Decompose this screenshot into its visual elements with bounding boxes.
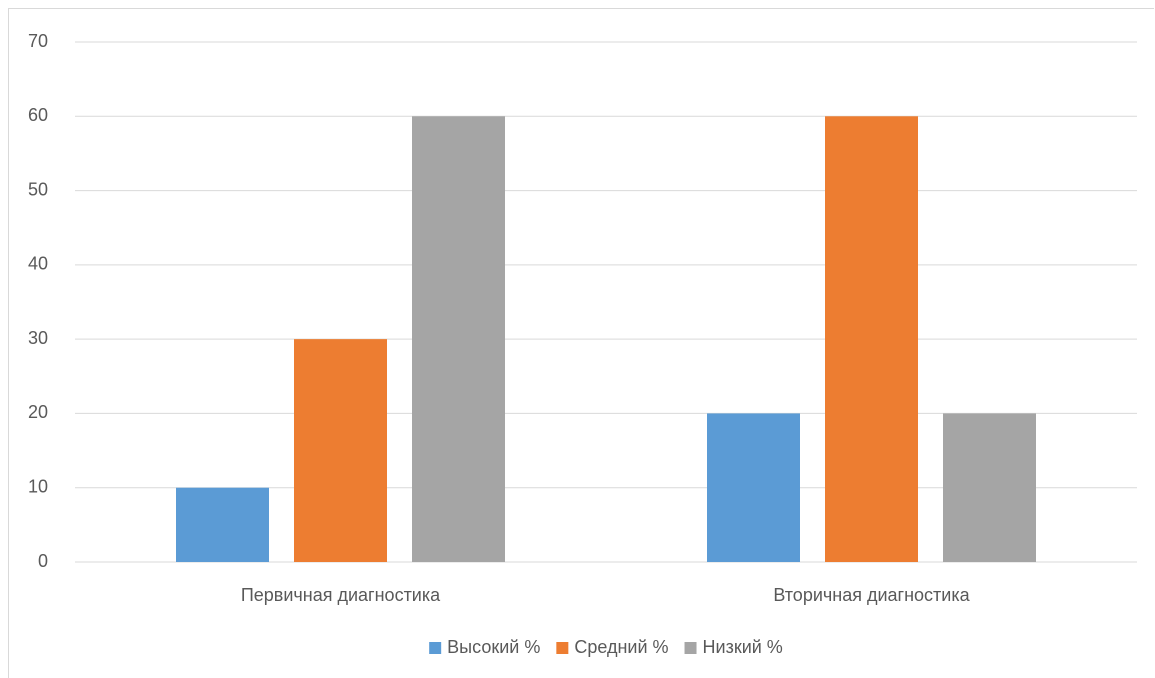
legend-label: Низкий % (703, 637, 783, 657)
x-axis-labels: Первичная диагностика Вторичная диагности… (241, 585, 971, 605)
chart-frame (8, 8, 1154, 678)
bar-2-1 (294, 339, 387, 562)
y-tick-label: 70 (28, 31, 48, 51)
bar-1-2 (707, 413, 800, 562)
legend-label: Высокий % (447, 637, 540, 657)
x-category-label: Вторичная диагностика (773, 585, 970, 605)
y-tick-label: 20 (28, 402, 48, 422)
y-tick-label: 10 (28, 476, 48, 496)
legend: Высокий % Средний % Низкий % (429, 637, 783, 657)
y-tick-label: 30 (28, 328, 48, 348)
bar-1-1 (176, 487, 269, 562)
legend-swatch (556, 642, 569, 654)
x-category-label: Первичная диагностика (241, 585, 441, 605)
y-tick-label: 0 (38, 551, 48, 571)
y-tick-label: 40 (28, 254, 48, 274)
bar-3-2 (943, 413, 1036, 562)
y-tick-label: 60 (28, 105, 48, 125)
legend-label: Средний % (574, 637, 668, 657)
legend-swatch (429, 642, 442, 654)
y-axis-ticks: 0 10 20 30 40 50 60 70 (28, 31, 48, 571)
y-tick-label: 50 (28, 179, 48, 199)
bar-3-1 (412, 116, 505, 563)
legend-swatch (684, 642, 697, 654)
bar-2-2 (825, 116, 918, 563)
bars (176, 116, 1036, 563)
